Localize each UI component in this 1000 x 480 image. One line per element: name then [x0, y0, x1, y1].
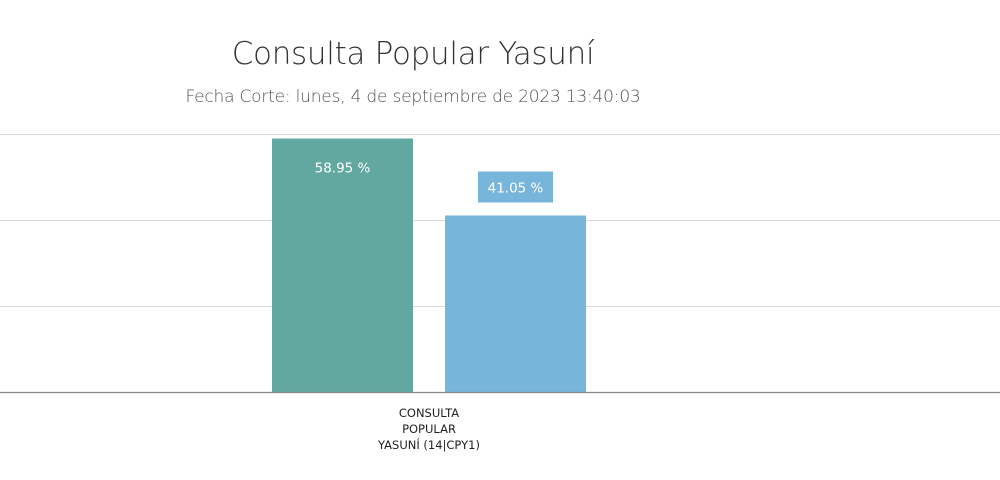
chart-subtitle: Fecha Corte: lunes, 4 de septiembre de 2…: [185, 87, 641, 107]
data-labels: 58.95 % 41.05 %: [315, 161, 553, 203]
chart-title: Consulta Popular Yasuní: [231, 36, 595, 72]
data-label-1: 58.95 %: [315, 161, 371, 177]
data-label-2: 41.05 %: [488, 180, 544, 196]
data-label-box-2: [478, 171, 553, 203]
x-tick-label: POPULAR: [402, 422, 456, 436]
x-tick-label: YASUNÍ (14|CPY1): [377, 437, 480, 452]
bars: [272, 138, 586, 392]
bar-1[interactable]: [272, 138, 413, 392]
bar-2[interactable]: [445, 215, 586, 392]
x-tick-label: CONSULTA: [399, 406, 459, 420]
